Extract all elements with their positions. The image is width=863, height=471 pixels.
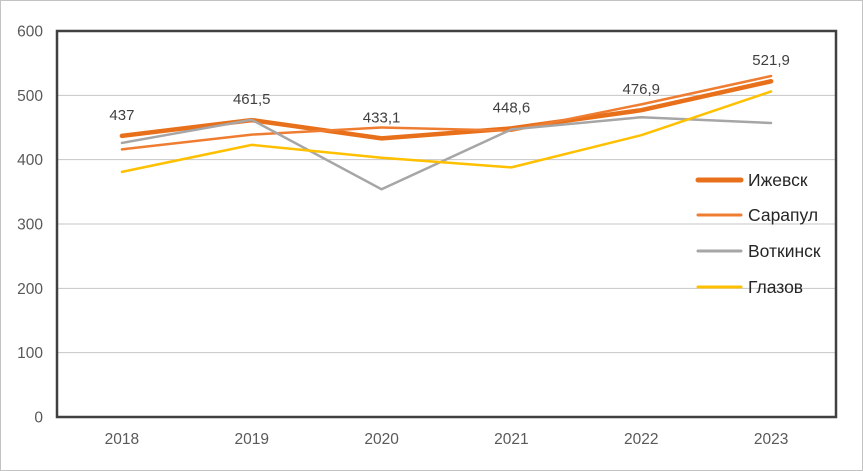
x-axis-tick-label: 2019 xyxy=(235,431,269,448)
legend-label-Глазов: Глазов xyxy=(748,277,803,297)
data-label: 448,6 xyxy=(493,99,531,116)
plot-area-border xyxy=(55,29,838,419)
data-label: 521,9 xyxy=(752,52,790,69)
series-line-Глазов xyxy=(120,90,773,174)
x-axis-tick-label: 2021 xyxy=(494,431,528,448)
series-line-Сарапул xyxy=(120,74,773,151)
series-line-Воткинск xyxy=(120,115,773,191)
data-label: 437 xyxy=(109,107,134,124)
y-axis-tick-label: 200 xyxy=(17,281,43,298)
legend-label-Воткинск: Воткинск xyxy=(748,241,821,261)
y-axis-tick-label: 300 xyxy=(17,217,43,234)
data-label: 461,5 xyxy=(233,91,271,108)
y-axis-tick-label: 0 xyxy=(34,410,43,427)
y-axis-tick-label: 600 xyxy=(17,24,43,41)
x-axis-tick-label: 2022 xyxy=(624,431,658,448)
x-axis-tick-label: 2020 xyxy=(364,431,399,448)
y-axis-tick-label: 500 xyxy=(17,88,43,105)
legend-label-Сарапул: Сарапул xyxy=(748,205,818,225)
x-axis-tick-label: 2023 xyxy=(754,431,788,448)
data-label: 433,1 xyxy=(363,109,401,126)
y-axis-tick-label: 100 xyxy=(17,345,43,362)
legend-label-Ижевск: Ижевск xyxy=(748,170,808,190)
y-axis-tick-label: 400 xyxy=(17,152,43,169)
data-label: 476,9 xyxy=(622,81,660,98)
x-axis-tick-label: 2018 xyxy=(105,431,139,448)
